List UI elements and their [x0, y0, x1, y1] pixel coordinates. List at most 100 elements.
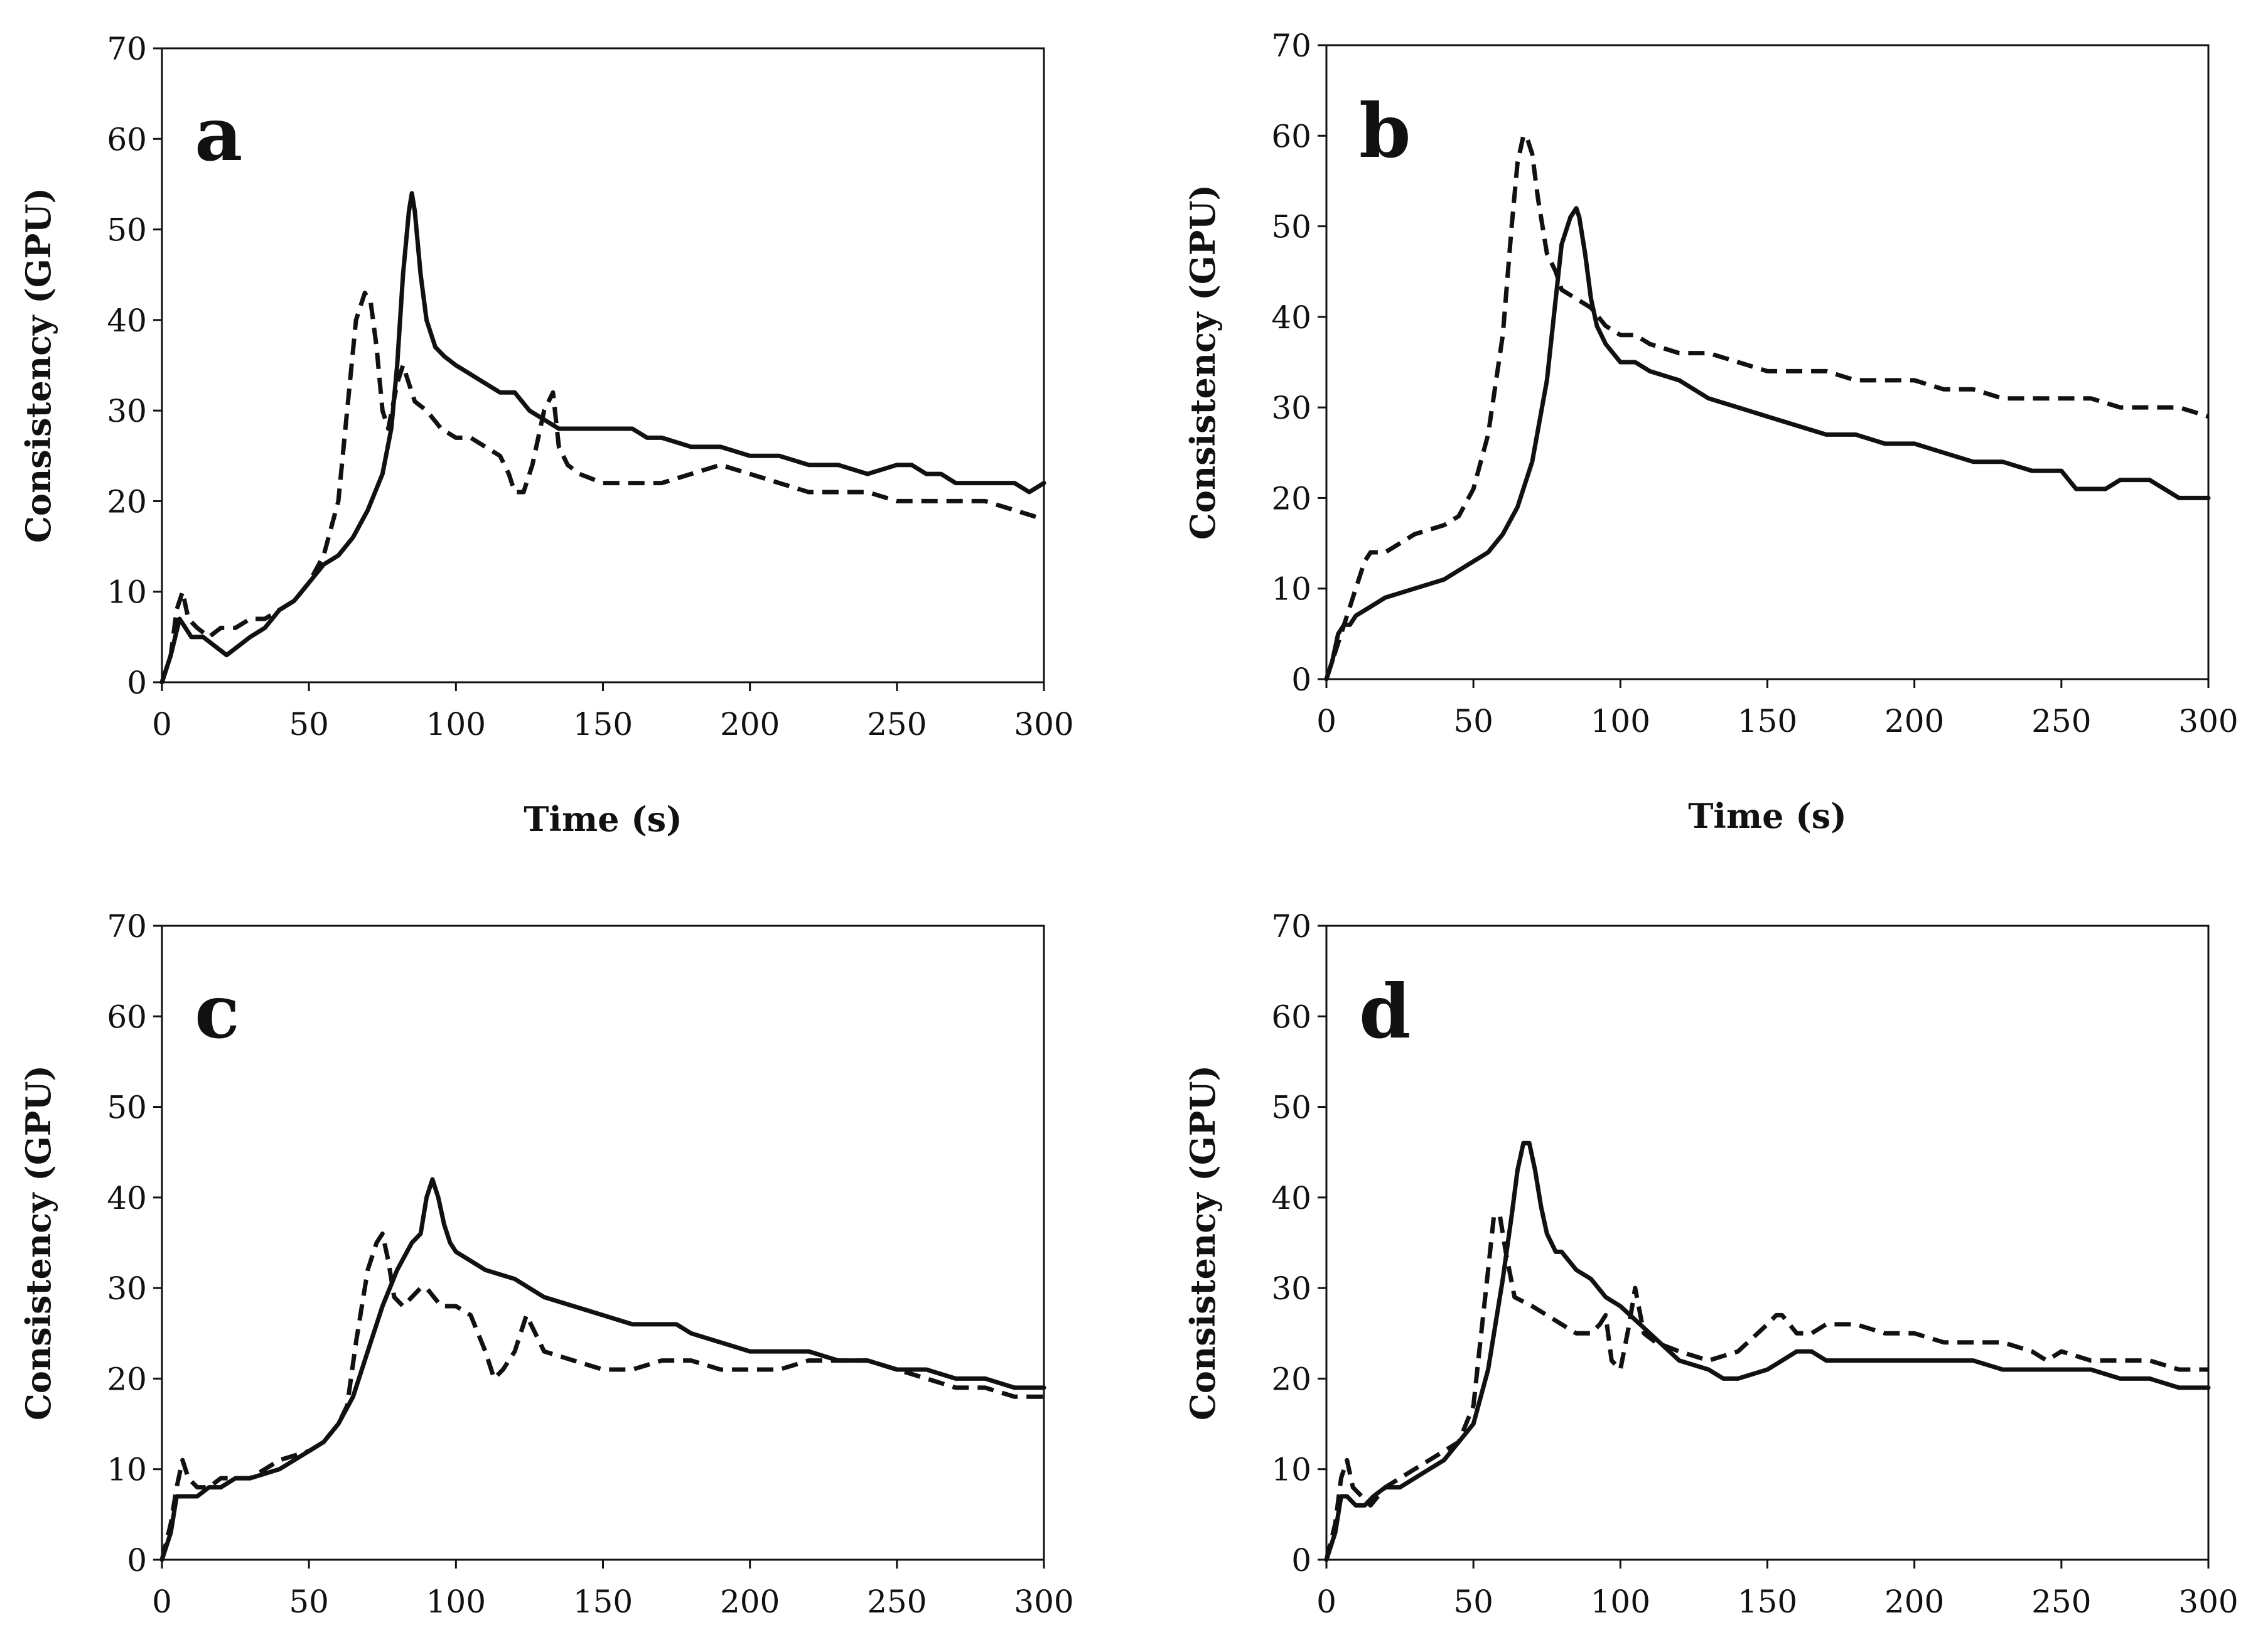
data-point-dashed	[1364, 561, 1365, 562]
data-point-solid	[1605, 344, 1606, 345]
x-tick-label: 50	[1453, 703, 1493, 739]
data-point-solid	[426, 319, 427, 320]
y-tick-label: 50	[107, 212, 147, 249]
data-point-dashed	[526, 1315, 527, 1316]
data-point-dashed	[2149, 407, 2150, 408]
data-point-solid	[1414, 588, 1415, 589]
data-point-solid	[2120, 1378, 2121, 1379]
data-point-solid	[367, 1351, 368, 1352]
data-point-dashed	[356, 1342, 357, 1343]
plot-frame	[161, 47, 1045, 684]
data-point-solid	[1517, 1170, 1518, 1171]
data-point-solid	[1679, 1360, 1680, 1361]
x-tick-label: 200	[1884, 1584, 1944, 1620]
panel-label: d	[1359, 968, 1411, 1055]
plot-frame	[1325, 44, 2210, 680]
panel-label: b	[1359, 87, 1411, 174]
data-point-dashed	[414, 401, 415, 402]
y-tick-label: 60	[107, 121, 147, 158]
data-point-dashed	[1576, 1333, 1577, 1334]
data-point-dashed	[2208, 416, 2209, 417]
y-tick-label: 0	[127, 1542, 147, 1579]
data-point-dashed	[2149, 1360, 2150, 1361]
data-point-solid	[2002, 461, 2003, 462]
y-tick-label: 40	[1271, 299, 1311, 336]
series-line-dashed	[1324, 1213, 2208, 1560]
x-tick-label: 200	[1884, 703, 1944, 739]
data-point-dashed	[382, 1233, 383, 1234]
data-point-solid	[1620, 362, 1621, 363]
data-point-solid	[691, 1333, 692, 1334]
x-tick-label: 100	[426, 706, 486, 743]
y-tick-label: 20	[1271, 1361, 1311, 1397]
data-point-solid	[1973, 461, 1974, 462]
data-point-dashed	[1811, 1333, 1812, 1334]
data-point-dashed	[162, 682, 163, 683]
plot-frame	[161, 925, 1045, 1561]
data-point-dashed	[1493, 1215, 1494, 1216]
data-point-solid	[1355, 1505, 1356, 1506]
data-point-dashed	[426, 1288, 427, 1289]
data-point-dashed	[573, 1360, 574, 1361]
data-point-solid	[1044, 1387, 1045, 1388]
data-point-dashed	[1611, 1360, 1612, 1361]
data-point-solid	[382, 1306, 383, 1307]
data-point-solid	[1332, 661, 1333, 662]
series-line-solid	[159, 191, 1046, 685]
data-point-dashed	[1458, 516, 1459, 517]
data-point-solid	[2149, 1378, 2150, 1379]
y-tick-label: 30	[107, 393, 147, 429]
data-point-dashed	[1655, 1342, 1656, 1343]
data-point-dashed	[403, 1306, 404, 1307]
data-point-dashed	[1708, 1360, 1709, 1361]
data-point-dashed	[1973, 1342, 1974, 1343]
y-tick-label: 20	[107, 483, 147, 520]
y-tick-label: 30	[1271, 390, 1311, 426]
data-point-solid	[403, 274, 404, 275]
data-point-dashed	[1776, 1315, 1777, 1316]
data-point-dashed	[838, 1360, 839, 1361]
data-point-dashed	[188, 1478, 189, 1479]
data-point-dashed	[1370, 1505, 1371, 1506]
y-tick-label: 50	[1271, 209, 1311, 245]
y-tick-label: 50	[107, 1090, 147, 1126]
data-point-dashed	[1538, 199, 1539, 200]
data-point-solid	[470, 374, 471, 375]
chart-panel-a: 0 10 20 30 40 50 60 70 0 50 100 150 200 250 300 Consist…	[18, 31, 1074, 839]
data-point-solid	[323, 564, 324, 565]
y-tick-label: 70	[1271, 28, 1311, 64]
data-point-dashed	[323, 555, 324, 556]
x-tick-label: 300	[2178, 703, 2238, 739]
x-tick-label: 300	[1014, 706, 1073, 743]
y-tick-label: 70	[107, 908, 147, 945]
series-line-dashed	[159, 1231, 1044, 1560]
data-point-dashed	[388, 1260, 389, 1261]
y-axis-title: Consistency (GPU)	[18, 1065, 58, 1420]
y-tick-label: 60	[1271, 118, 1311, 154]
data-point-dashed	[470, 1315, 471, 1316]
data-point-dashed	[1326, 679, 1327, 680]
series-line-dashed	[1324, 133, 2210, 680]
data-point-dashed	[1643, 1333, 1644, 1334]
y-tick-label: 20	[1271, 480, 1311, 517]
x-axis-title: Time (s)	[524, 799, 682, 839]
y-tick-label: 10	[107, 574, 147, 611]
data-point-dashed	[264, 619, 265, 620]
y-tick-label: 0	[1291, 662, 1311, 698]
data-point-dashed	[470, 437, 471, 438]
panel-label: a	[195, 90, 242, 178]
x-tick-label: 250	[867, 1584, 927, 1620]
data-point-solid	[1767, 416, 1768, 417]
chart-panel-c: 0 10 20 30 40 50 60 70 0 50 100 150 200 250 300 Consist…	[18, 908, 1074, 1620]
x-tick-label: 150	[1738, 703, 1797, 739]
data-point-dashed	[926, 1378, 927, 1379]
data-point-dashed	[485, 1351, 486, 1352]
x-tick-label: 0	[152, 1584, 172, 1620]
data-point-dashed	[356, 319, 357, 320]
x-tick-label: 50	[289, 706, 329, 743]
data-point-solid	[911, 464, 912, 465]
data-point-solid	[1943, 1360, 1944, 1361]
data-point-dashed	[176, 1487, 177, 1488]
data-point-solid	[1884, 443, 1885, 444]
